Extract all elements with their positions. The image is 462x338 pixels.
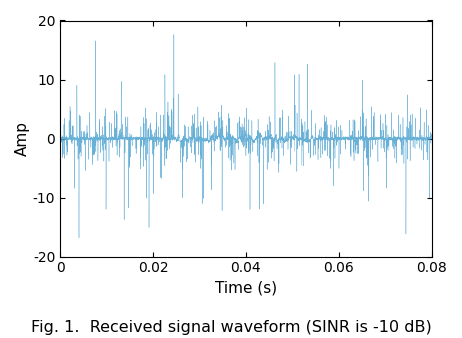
X-axis label: Time (s): Time (s) xyxy=(215,281,277,296)
Y-axis label: Amp: Amp xyxy=(15,121,30,156)
Text: Fig. 1.  Received signal waveform (SINR is -10 dB): Fig. 1. Received signal waveform (SINR i… xyxy=(30,320,432,335)
